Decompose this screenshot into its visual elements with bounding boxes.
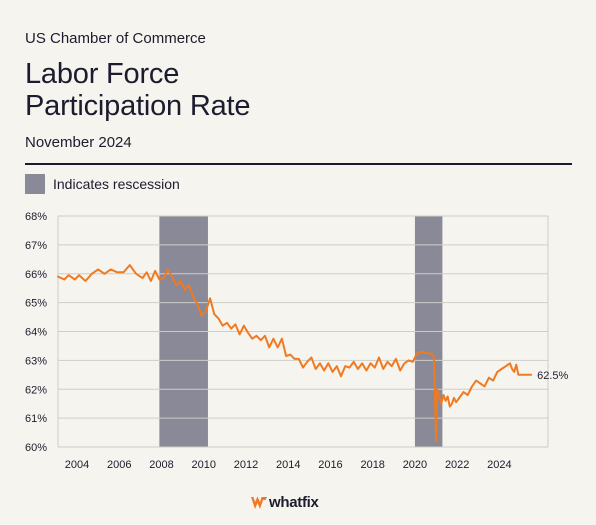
brand-name: whatfix	[269, 494, 319, 511]
x-axis-ticks: 2004 2006 2008 2010 2012 2014 2016 2018 2020 2022…	[65, 459, 512, 471]
chart-title-line-1: Labor Force	[25, 58, 180, 90]
y-tick-label: 68%	[25, 211, 47, 223]
x-tick-label: 2024	[487, 459, 511, 471]
x-tick-label: 2008	[149, 459, 173, 471]
chart-title: Labor Force Participation Rate	[25, 58, 251, 122]
x-tick-label: 2006	[107, 459, 131, 471]
y-tick-label: 63%	[25, 355, 47, 367]
series-lines	[57, 264, 533, 443]
y-tick-label: 61%	[25, 413, 47, 425]
x-tick-label: 2018	[360, 459, 384, 471]
y-tick-label: 60%	[25, 442, 47, 454]
gridlines	[57, 215, 549, 448]
x-tick-label: 2022	[445, 459, 469, 471]
chart-subtitle: November 2024	[25, 134, 132, 151]
x-tick-label: 2020	[403, 459, 427, 471]
source-label: US Chamber of Commerce	[25, 30, 206, 47]
x-tick-label: 2014	[276, 459, 300, 471]
line-chart: 60% 61% 62% 63% 64% 65% 66% 67% 68% 2004 2006 2008…	[25, 211, 569, 471]
y-tick-label: 66%	[25, 269, 47, 281]
x-tick-label: 2016	[318, 459, 342, 471]
recession-legend-swatch	[25, 174, 45, 194]
x-tick-label: 2012	[234, 459, 258, 471]
y-axis-ticks: 60% 61% 62% 63% 64% 65% 66% 67% 68%	[25, 211, 47, 454]
data-labels: 62.5%	[537, 370, 568, 382]
end-value-label: 62.5%	[537, 370, 568, 382]
series-line-1	[57, 264, 533, 443]
brand-logo: whatfix	[251, 494, 319, 511]
x-tick-label: 2010	[191, 459, 215, 471]
y-tick-label: 62%	[25, 384, 47, 396]
y-tick-label: 64%	[25, 327, 47, 339]
whatfix-logo-icon	[251, 496, 267, 509]
chart-title-line-2: Participation Rate	[25, 90, 251, 122]
y-tick-label: 65%	[25, 298, 47, 310]
x-tick-label: 2004	[65, 459, 89, 471]
chart-legend: Indicates rescession	[25, 174, 180, 194]
y-tick-label: 67%	[25, 240, 47, 252]
header-divider	[25, 163, 572, 165]
recession-legend-label: Indicates rescession	[53, 176, 180, 192]
